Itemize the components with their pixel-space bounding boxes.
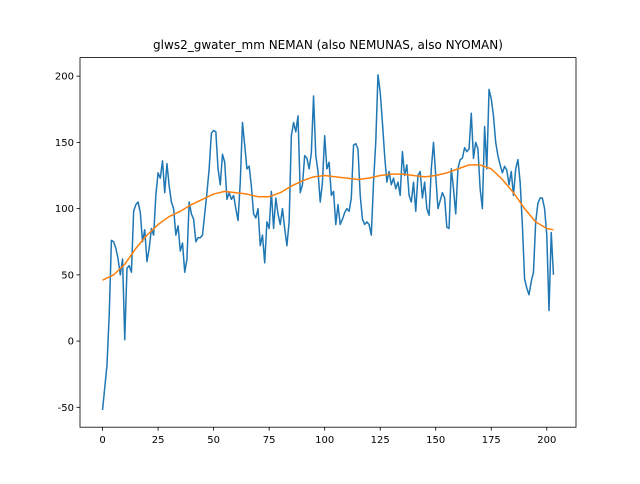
x-tick-label: 100 [315, 435, 334, 446]
x-tick-label: 200 [537, 435, 556, 446]
x-tick-label: 175 [482, 435, 501, 446]
x-tick-label: 50 [207, 435, 220, 446]
data-line [102, 164, 554, 281]
y-tick-label: 100 [55, 204, 74, 215]
y-tick-label: 50 [61, 270, 74, 281]
y-tick-label: 150 [55, 138, 74, 149]
x-tick-label: 0 [99, 435, 105, 446]
x-tick-label: 75 [263, 435, 276, 446]
x-tick-label: 150 [426, 435, 445, 446]
y-tick-label: -50 [58, 403, 74, 414]
x-tick-label: 25 [152, 435, 165, 446]
data-line [101, 74, 555, 411]
y-tick-label: 0 [68, 337, 74, 348]
x-tick-label: 125 [371, 435, 390, 446]
plot-frame [79, 57, 577, 428]
chart-title: glws2_gwater_mm NEMAN (also NEMUNAS, als… [153, 38, 503, 52]
y-tick-label: 200 [55, 72, 74, 83]
